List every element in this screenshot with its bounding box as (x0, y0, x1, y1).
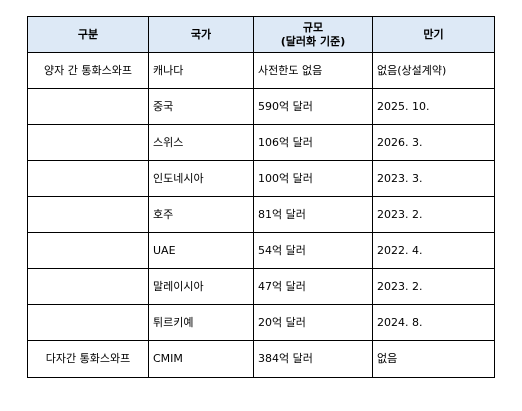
table-row: 말레이시아 47억 달러 2023. 2. (27, 268, 495, 305)
cell-maturity: 2023. 3. (372, 160, 495, 197)
cell-scale: 81억 달러 (253, 196, 373, 233)
cell-scale: 54억 달러 (253, 232, 373, 269)
currency-swap-table: 구분 국가 규모 (달러화 기준) 만기 양자 간 통화스와프 캐나다 사전한도… (27, 16, 495, 378)
cell-maturity: 2022. 4. (372, 232, 495, 269)
cell-country: CMIM (148, 340, 254, 378)
header-maturity: 만기 (372, 16, 495, 53)
header-row: 구분 국가 규모 (달러화 기준) 만기 (27, 16, 495, 53)
cell-category: 다자간 통화스와프 (27, 340, 149, 378)
cell-country: 호주 (148, 196, 254, 233)
table-row: 호주 81억 달러 2023. 2. (27, 196, 495, 233)
cell-scale: 20억 달러 (253, 304, 373, 341)
header-scale: 규모 (달러화 기준) (253, 16, 373, 53)
cell-category (27, 88, 149, 125)
cell-country: 중국 (148, 88, 254, 125)
cell-scale: 사전한도 없음 (253, 52, 373, 89)
cell-scale: 590억 달러 (253, 88, 373, 125)
cell-scale: 106억 달러 (253, 124, 373, 161)
table-row: 중국 590억 달러 2025. 10. (27, 88, 495, 125)
cell-maturity: 2025. 10. (372, 88, 495, 125)
header-country: 국가 (148, 16, 254, 53)
cell-country: 캐나다 (148, 52, 254, 89)
cell-maturity: 2023. 2. (372, 268, 495, 305)
header-scale-line2: (달러화 기준) (280, 34, 346, 48)
cell-maturity: 없음(상설계약) (372, 52, 495, 89)
cell-scale: 47억 달러 (253, 268, 373, 305)
cell-country: 튀르키예 (148, 304, 254, 341)
cell-category (27, 196, 149, 233)
cell-category (27, 304, 149, 341)
cell-scale: 100억 달러 (253, 160, 373, 197)
table-row: 양자 간 통화스와프 캐나다 사전한도 없음 없음(상설계약) (27, 52, 495, 89)
cell-country: UAE (148, 232, 254, 269)
cell-category (27, 160, 149, 197)
table-row: 튀르키예 20억 달러 2024. 8. (27, 304, 495, 341)
header-scale-line1: 규모 (302, 20, 324, 34)
header-category: 구분 (27, 16, 149, 53)
cell-maturity: 2023. 2. (372, 196, 495, 233)
cell-maturity: 2026. 3. (372, 124, 495, 161)
cell-scale: 384억 달러 (253, 340, 373, 378)
cell-country: 말레이시아 (148, 268, 254, 305)
table-row: 다자간 통화스와프 CMIM 384억 달러 없음 (27, 340, 495, 378)
table-row: 인도네시아 100억 달러 2023. 3. (27, 160, 495, 197)
cell-maturity: 없음 (372, 340, 495, 378)
cell-country: 인도네시아 (148, 160, 254, 197)
table-header: 구분 국가 규모 (달러화 기준) 만기 (27, 16, 495, 53)
table-body: 양자 간 통화스와프 캐나다 사전한도 없음 없음(상설계약) 중국 590억 … (27, 52, 495, 378)
table-row: UAE 54억 달러 2022. 4. (27, 232, 495, 269)
table-row: 스위스 106억 달러 2026. 3. (27, 124, 495, 161)
cell-category: 양자 간 통화스와프 (27, 52, 149, 89)
cell-category (27, 232, 149, 269)
cell-country: 스위스 (148, 124, 254, 161)
cell-maturity: 2024. 8. (372, 304, 495, 341)
cell-category (27, 268, 149, 305)
cell-category (27, 124, 149, 161)
